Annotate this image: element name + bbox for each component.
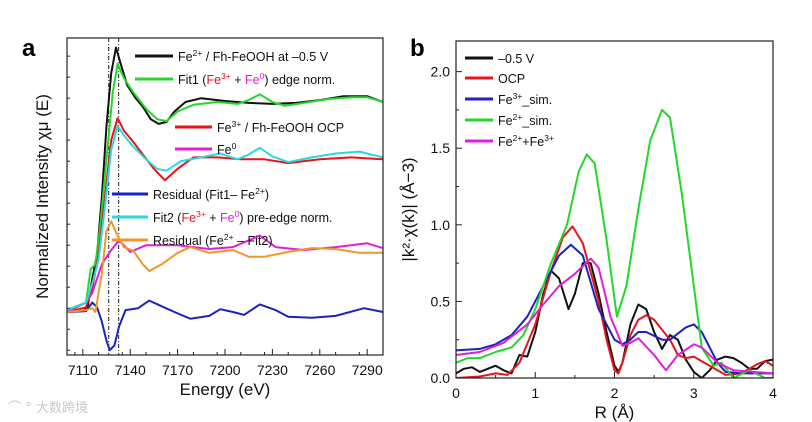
legend-text-part: + [231,73,245,87]
legend-text-part: Fe [245,73,260,87]
legend-text-part: Fe [181,211,196,225]
legend-superscript: 2+ [255,186,265,196]
x-axis-label: R (Å) [595,403,635,422]
legend-text-part: + [206,211,220,225]
x-tick-label: 0 [452,385,460,401]
x-tick-label: 7230 [257,362,288,378]
x-tick-label: 3 [690,385,698,401]
series-line-2 [456,243,773,375]
watermark-text: 大数跨境 [36,401,88,416]
x-tick-label: 7200 [209,362,240,378]
legend-text-part: Fe [178,50,193,64]
legend-text-part: –0.5 V [498,52,535,66]
legend-superscript: 3+ [513,91,523,101]
legend-text-part: Residual (Fit1– Fe [153,188,255,202]
legend-text-part: Residual (Fe [153,234,224,248]
watermark: ⌒ ° [8,401,32,416]
legend-text-part: ) pre-edge norm. [239,211,332,225]
legend-label: Fe2+ / Fh-FeOOH at –0.5 V [178,48,329,64]
series-line-6 [67,220,383,313]
legend-text-part: Fe [217,143,232,157]
series-line-1 [456,225,773,378]
legend-text-part: Fe [498,114,513,128]
legend-superscript: 0 [235,209,240,219]
legend-superscript: 0 [260,71,265,81]
legend-superscript: 3+ [544,133,554,143]
panel-a-xanes-chart: 7110 7140 7170 7200 7230 7260 7290 Energy (eV) N… [22,35,384,399]
panel-label: b [410,35,425,62]
legend-text-part: Fe [220,211,235,225]
x-tick-label: 7110 [68,362,98,378]
y-axis-label: Normalized Intensity χμ (E) [33,94,52,299]
series-line-4 [67,299,383,352]
y-axis-label: |k²·χ(k)| (Å−3) [399,157,418,261]
series-line-0 [456,262,773,378]
legend-text-part: _sim. [521,114,552,128]
panel-b-exafs-chart: 0 1 2 3 4 0.0 0.5 1.0 1.5 2.0 R (Å) |k²·χ(k)| (Å−3)… [399,35,777,422]
legend-label: Residual (Fe2+ – Fit2) [153,232,272,248]
y-tick-label: 1.0 [431,217,451,233]
legend-superscript: 0 [232,141,237,151]
legend-text-part: Fit1 ( [178,73,207,87]
legend-text-part: Fe [206,73,221,87]
legend-text-part: OCP [498,72,525,86]
series-line-3 [67,234,383,313]
x-tick-label: 4 [769,385,777,401]
x-tick-label: 7140 [115,362,146,378]
x-axis-label: Energy (eV) [180,380,271,399]
legend-superscript: 2+ [513,112,523,122]
series-line-1 [67,62,383,312]
legend-superscript: 3+ [221,71,231,81]
legend-superscript: 2+ [193,48,203,58]
legend-label: Fe0 [217,141,237,157]
series-line-4 [456,257,773,375]
legend-superscript: 3+ [232,119,242,129]
legend-text-part: / Fh-FeOOH OCP [241,121,344,135]
legend-text-part: / Fh-FeOOH at –0.5 V [202,50,328,64]
legend-label: Fit2 (Fe3+ + Fe0) pre-edge norm. [153,209,332,225]
legend-text-part: Fe [498,135,513,149]
y-tick-label: 0.5 [431,293,451,309]
legend-text-part: +Fe [522,135,544,149]
legend-label: Fe2+_sim. [498,112,552,128]
legend-label: Fe2++Fe3+ [498,133,554,149]
legend-superscript: 2+ [224,232,234,242]
legend-text-part: Fe [217,121,232,135]
legend-text-part: _sim. [521,93,552,107]
legend-label: OCP [498,72,525,86]
legend-superscript: 3+ [196,209,206,219]
legend-text-part: ) [265,188,269,202]
x-tick-label: 7170 [162,362,193,378]
legend-text-part: – Fit2) [234,234,273,248]
y-tick-label: 1.5 [431,140,451,156]
legend-label: Fe3+ / Fh-FeOOH OCP [217,119,344,135]
x-tick-label: 2 [611,385,619,401]
legend-label: Fit1 (Fe3+ + Fe0) edge norm. [178,71,335,87]
legend-text-part: Fe [498,93,513,107]
legend-label: –0.5 V [498,52,535,66]
legend-superscript: 2+ [513,133,523,143]
series-line-5 [67,124,383,312]
y-tick-label: 2.0 [431,64,451,80]
x-tick-label: 7290 [352,362,383,378]
legend-label: Fe3+_sim. [498,91,552,107]
legend-text-part: ) edge norm. [264,73,335,87]
legend-text-part: Fit2 ( [153,211,182,225]
x-tick-label: 7260 [304,362,335,378]
legend-label: Residual (Fit1– Fe2+) [153,186,269,202]
y-tick-label: 0.0 [431,370,451,386]
x-tick-label: 1 [531,385,539,401]
series-line-3 [456,108,773,378]
panel-label: a [22,35,36,62]
